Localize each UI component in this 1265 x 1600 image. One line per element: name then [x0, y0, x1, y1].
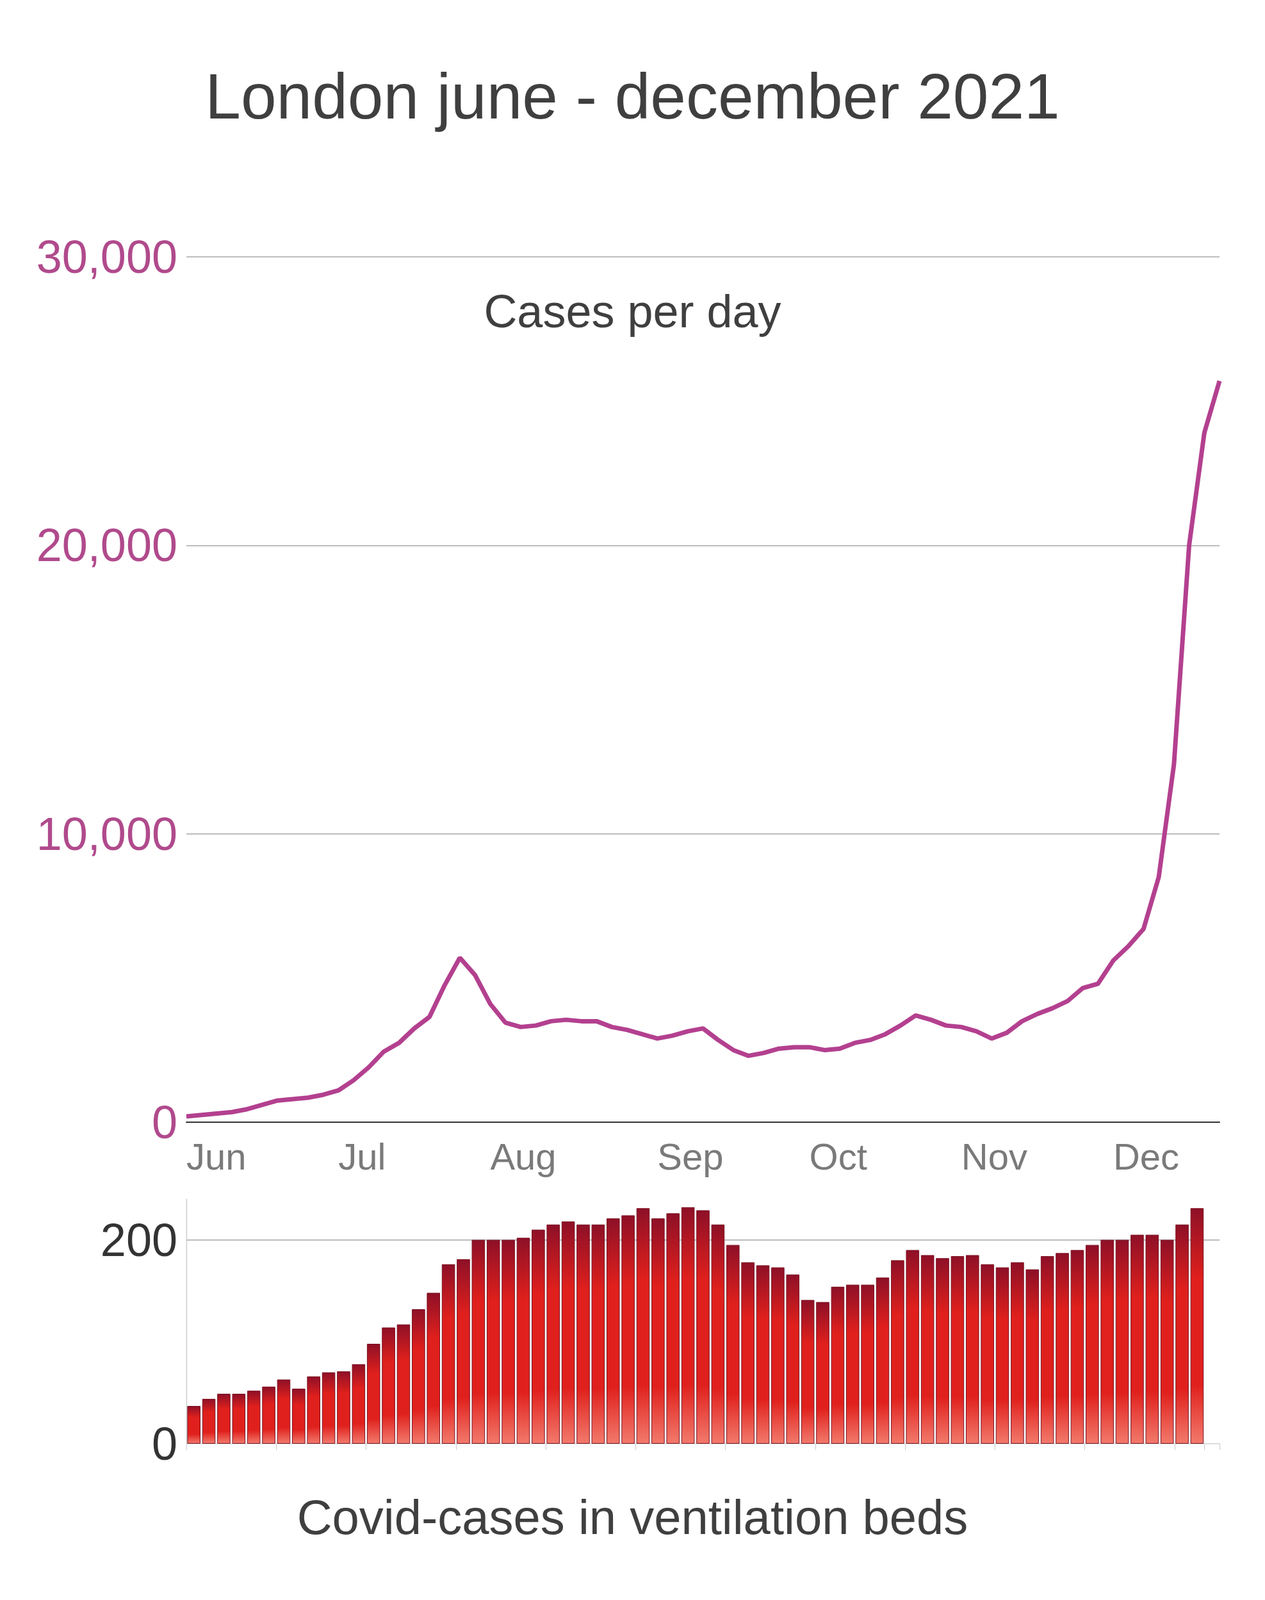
svg-text:Nov: Nov: [961, 1135, 1028, 1178]
svg-text:10,000: 10,000: [36, 808, 178, 860]
svg-text:London june - december 2021: London june - december 2021: [204, 60, 1060, 132]
svg-text:Aug: Aug: [489, 1135, 556, 1178]
svg-text:0: 0: [151, 1418, 178, 1470]
svg-text:Jul: Jul: [338, 1135, 386, 1178]
svg-text:Covid-cases in ventilation bed: Covid-cases in ventilation beds: [297, 1489, 969, 1545]
svg-text:Jun: Jun: [186, 1135, 247, 1178]
svg-text:Cases per day: Cases per day: [483, 285, 781, 337]
svg-text:Sep: Sep: [657, 1135, 724, 1178]
svg-text:200: 200: [100, 1214, 178, 1266]
svg-text:30,000: 30,000: [36, 231, 178, 283]
svg-text:Oct: Oct: [809, 1135, 868, 1178]
svg-text:20,000: 20,000: [36, 519, 178, 571]
svg-text:0: 0: [151, 1096, 178, 1148]
svg-text:Dec: Dec: [1113, 1135, 1180, 1178]
